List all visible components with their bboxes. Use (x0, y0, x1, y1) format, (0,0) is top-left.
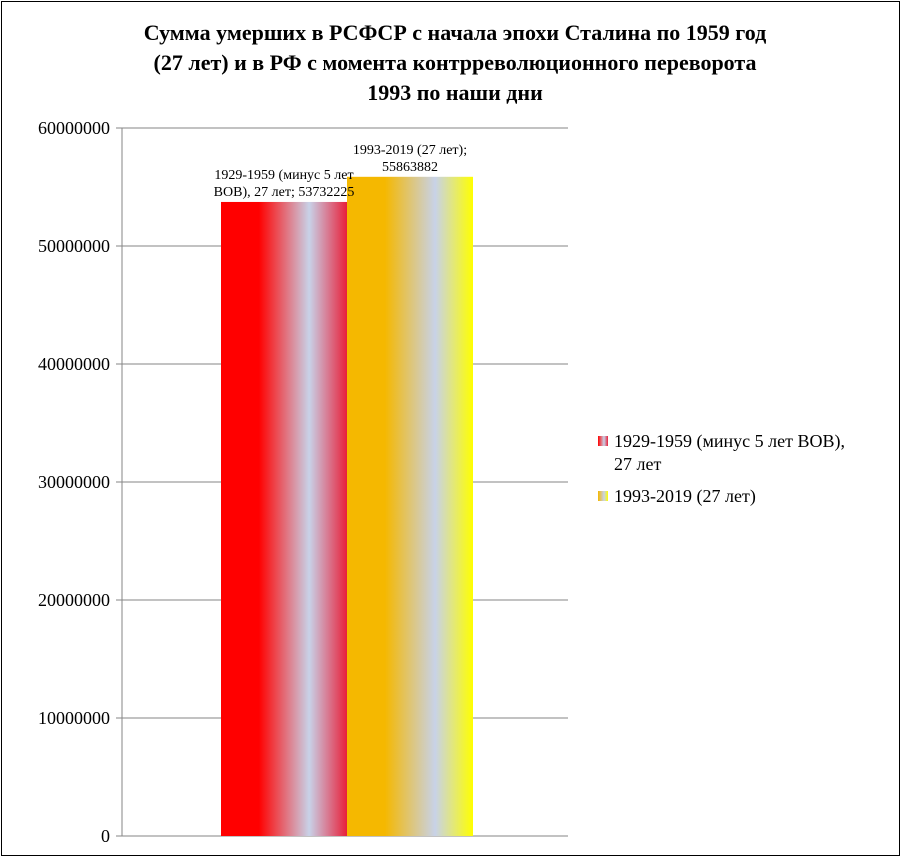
legend-item-2: 1993-2019 (27 лет) (598, 485, 898, 508)
legend-item-1: 1929-1959 (минус 5 лет ВОВ), 27 лет (598, 430, 898, 476)
legend-text-1-line-2: 27 лет (614, 454, 662, 474)
data-label-2: 1993-2019 (27 лет); (353, 143, 467, 158)
data-labels: 1929-1959 (минус 5 лет ВОВ), 27 лет; 5373… (214, 143, 467, 200)
y-tick-label: 10000000 (38, 708, 110, 728)
y-tick-label: 50000000 (38, 236, 110, 256)
y-tick-label: 20000000 (38, 590, 110, 610)
y-tick-label: 30000000 (38, 472, 110, 492)
bars (221, 176, 473, 837)
data-label-2: 55863882 (382, 160, 438, 175)
bar-1 (221, 201, 347, 837)
data-label-1: 1929-1959 (минус 5 лет (214, 168, 353, 183)
chart-title-line-1: Сумма умерших в РСФСР с начала эпохи Ста… (143, 20, 767, 45)
legend: 1929-1959 (минус 5 лет ВОВ), 27 лет 1993… (598, 430, 898, 517)
y-axis: 0 10000000 20000000 30000000 40000000 5000000… (38, 118, 123, 846)
legend-swatch-2 (598, 491, 608, 501)
y-tick-label: 0 (101, 826, 110, 846)
chart-title-line-2: (27 лет) и в РФ с момента контрреволюцио… (153, 50, 757, 75)
chart-title: Сумма умерших в РСФСР с начала эпохи Ста… (60, 18, 850, 108)
y-tick-label: 40000000 (38, 354, 110, 374)
data-label-1: ВОВ), 27 лет; 53732225 (214, 185, 355, 200)
bar-2 (347, 176, 473, 836)
chart-title-line-3: 1993 по наши дни (367, 80, 543, 105)
legend-text-2-line-1: 1993-2019 (27 лет) (614, 486, 756, 506)
y-tick-label: 60000000 (38, 118, 110, 138)
legend-text-1-line-1: 1929-1959 (минус 5 лет ВОВ), (614, 431, 845, 451)
legend-swatch-1 (598, 436, 608, 446)
